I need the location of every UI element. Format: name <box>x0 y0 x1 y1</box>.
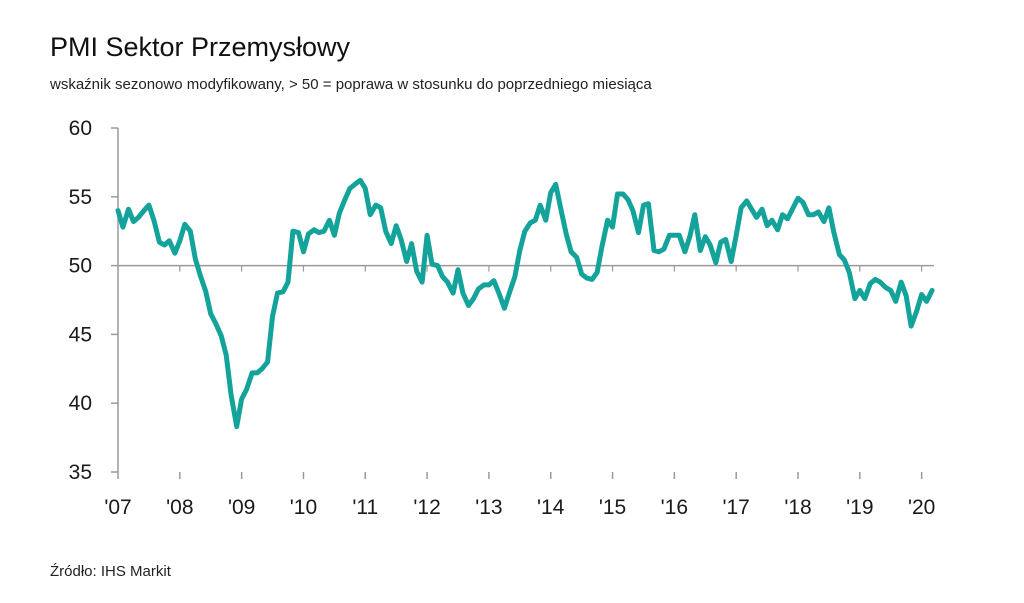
x-tick-label: '07 <box>104 496 131 519</box>
series-line-pmi <box>115 177 935 430</box>
x-tick-label: '15 <box>599 496 626 519</box>
chart-subtitle: wskaźnik sezonowo modyfikowany, > 50 = p… <box>50 76 652 93</box>
chart-title: PMI Sektor Przemysłowy <box>50 32 351 62</box>
x-tick-label: '12 <box>413 496 440 519</box>
x-tick-label: '20 <box>908 496 935 519</box>
y-tick-label: 45 <box>69 323 92 346</box>
y-tick-label: 50 <box>69 255 92 278</box>
y-tick-label: 40 <box>69 392 92 415</box>
x-tick-label: '19 <box>846 496 873 519</box>
x-tick-label: '08 <box>166 496 193 519</box>
source-note: Źródło: IHS Markit <box>50 563 171 580</box>
x-tick-label: '13 <box>475 496 502 519</box>
y-tick-label: 55 <box>69 186 92 209</box>
x-tick-label: '14 <box>537 496 565 519</box>
x-tick-label: '17 <box>722 496 749 519</box>
x-tick-label: '09 <box>228 496 255 519</box>
tick-labels: 35 40 45 50 55 60 '07 '08 '09 '10 '11 '12 '13 '14 '15 '… <box>69 117 936 519</box>
x-tick-label: '10 <box>290 496 317 519</box>
y-tick-label: 35 <box>69 461 92 484</box>
x-tick-label: '11 <box>352 496 378 519</box>
x-tick-label: '16 <box>661 496 688 519</box>
y-tick-label: 60 <box>69 117 92 140</box>
x-tick-label: '18 <box>784 496 811 519</box>
series-layer <box>115 177 935 430</box>
axes <box>111 127 934 479</box>
